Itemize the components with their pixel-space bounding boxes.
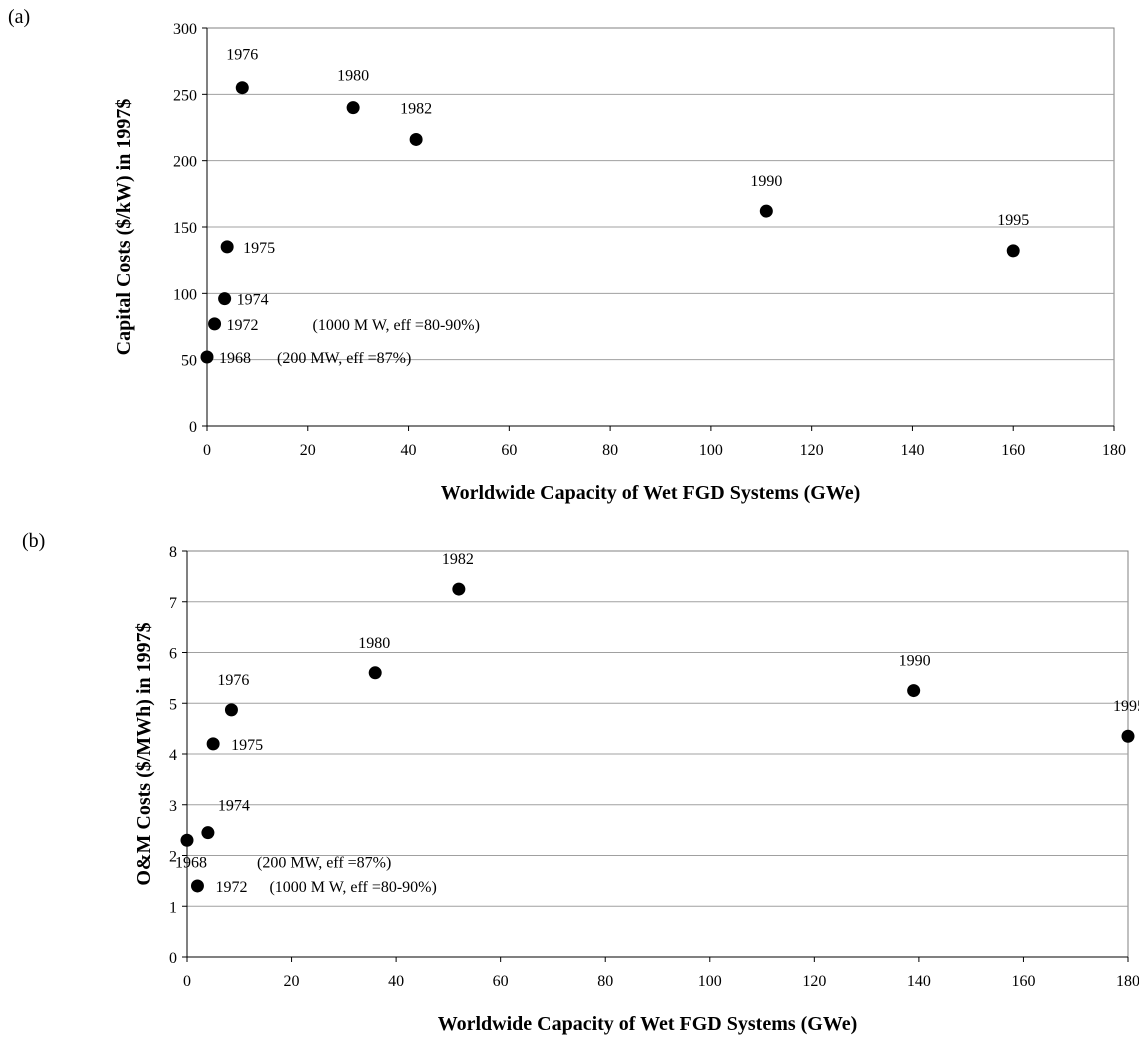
y-tick-label: 4 (169, 747, 177, 764)
y-tick-label: 1 (169, 899, 177, 916)
data-point-1982 (452, 582, 466, 596)
point-note-1968: (200 MW, eff =87%) (257, 854, 391, 871)
x-tick-label: 40 (388, 973, 404, 990)
x-tick-label: 40 (401, 442, 417, 459)
y-tick-label: 0 (189, 419, 197, 436)
point-label-1968: 1968 (219, 350, 251, 367)
y-tick-label: 3 (169, 798, 177, 815)
y-tick-label: 250 (173, 87, 197, 104)
point-label-1980: 1980 (337, 68, 369, 85)
data-point-1980 (368, 666, 382, 680)
y-tick-label: 50 (181, 353, 197, 370)
data-point-1972 (208, 317, 222, 331)
x-tick-label: 80 (602, 442, 618, 459)
x-tick-label: 100 (698, 973, 722, 990)
panel-label: (a) (8, 6, 30, 28)
point-label-1980: 1980 (358, 635, 390, 652)
data-point-1982 (409, 132, 423, 146)
y-tick-label: 6 (169, 646, 177, 663)
point-label-1974: 1974 (218, 798, 250, 815)
x-tick-label: 60 (493, 973, 509, 990)
point-label-1976: 1976 (217, 672, 249, 689)
chart-panel-a: 0 50 100 150 200 250 300 0 20 40 60 80 100 120 140 160 1… (8, 6, 1126, 504)
x-tick-label: 140 (907, 973, 931, 990)
x-tick-label: 120 (802, 973, 826, 990)
data-point-1980 (346, 101, 360, 115)
data-point-1974 (201, 826, 215, 840)
data-point-1975 (206, 737, 220, 751)
point-label-1972: 1972 (215, 879, 247, 896)
y-axis-title: Capital Costs ($/kW) in 1997$ (113, 99, 135, 356)
y-tick-label: 2 (169, 849, 177, 866)
data-point-1976 (224, 703, 238, 717)
data-point-1995 (1006, 244, 1020, 258)
x-tick-label: 20 (284, 973, 300, 990)
point-label-1976: 1976 (226, 47, 258, 64)
x-tick-label: 0 (183, 973, 191, 990)
data-point-1990 (759, 204, 773, 218)
y-tick-label: 100 (173, 286, 197, 303)
x-tick-label: 180 (1102, 442, 1126, 459)
y-tick-label: 200 (173, 154, 197, 171)
x-tick-label: 20 (300, 442, 316, 459)
y-axis-title: O&M Costs ($/MWh) in 1997$ (133, 622, 155, 885)
point-label-1982: 1982 (442, 551, 474, 568)
point-label-1990: 1990 (899, 653, 931, 670)
data-point-1976 (235, 81, 249, 95)
data-point-1990 (907, 684, 921, 698)
y-tick-label: 0 (169, 950, 177, 967)
point-label-1972: 1972 (227, 317, 259, 334)
x-axis-title: Worldwide Capacity of Wet FGD Systems (G… (441, 482, 861, 504)
data-point-1968 (180, 833, 194, 847)
x-tick-label: 120 (800, 442, 824, 459)
point-note-1972: (1000 M W, eff =80-90%) (313, 317, 480, 334)
x-tick-label: 100 (699, 442, 723, 459)
y-tick-label: 7 (169, 595, 177, 612)
point-label-1968: 1968 (175, 854, 207, 871)
point-note-1968: (200 MW, eff =87%) (277, 350, 411, 367)
y-tick-label: 300 (173, 21, 197, 38)
x-tick-label: 140 (900, 442, 924, 459)
point-label-1995: 1995 (1113, 698, 1139, 715)
data-point-1968 (200, 350, 214, 364)
x-tick-label: 160 (1011, 973, 1035, 990)
point-label-1982: 1982 (400, 100, 432, 117)
point-label-1995: 1995 (997, 212, 1029, 229)
y-tick-label: 5 (169, 696, 177, 713)
point-label-1990: 1990 (750, 173, 782, 190)
panel-label: (b) (22, 530, 45, 552)
point-note-1972: (1000 M W, eff =80-90%) (269, 879, 436, 896)
point-label-1975: 1975 (231, 737, 263, 754)
x-tick-label: 60 (501, 442, 517, 459)
x-tick-label: 0 (203, 442, 211, 459)
x-axis-title: Worldwide Capacity of Wet FGD Systems (G… (438, 1013, 858, 1035)
point-label-1974: 1974 (237, 292, 269, 309)
y-tick-label: 8 (169, 544, 177, 561)
data-point-1974 (218, 292, 232, 306)
data-point-1995 (1121, 729, 1135, 743)
point-label-1975: 1975 (243, 240, 275, 257)
data-point-1975 (220, 240, 234, 254)
x-tick-label: 180 (1116, 973, 1139, 990)
y-tick-label: 150 (173, 220, 197, 237)
x-tick-label: 160 (1001, 442, 1025, 459)
x-tick-label: 80 (597, 973, 613, 990)
data-point-1972 (190, 879, 204, 893)
